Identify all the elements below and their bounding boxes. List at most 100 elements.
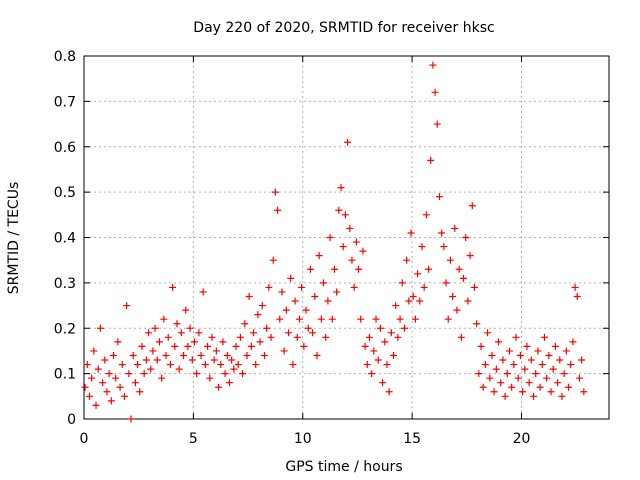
data-point [116,383,124,391]
data-point [363,361,371,369]
data-point [304,324,312,332]
data-point [254,311,262,319]
data-point [145,329,153,337]
data-point [269,256,277,264]
data-point [418,243,426,251]
data-point [134,361,142,369]
data-point [390,351,398,359]
data-point [287,274,295,282]
y-tick-label: 0.8 [54,49,76,65]
data-point [125,370,133,378]
data-point [182,306,190,314]
data-point [372,315,380,323]
data-point [398,279,406,287]
data-point [449,292,457,300]
data-point [357,315,365,323]
data-point [236,333,244,341]
data-point [289,361,297,369]
data-point [309,329,317,337]
data-point [462,234,470,241]
data-point [420,283,428,291]
data-point [501,392,509,400]
data-point [123,302,131,310]
data-point [387,329,395,337]
data-point [540,333,548,341]
data-point [306,265,314,273]
data-point [293,333,301,341]
data-point [381,338,389,346]
data-point [497,379,505,387]
data-point [118,361,126,369]
data-point [429,61,437,69]
data-point [416,297,424,305]
data-point [486,374,494,382]
data-point [549,365,557,373]
data-point [567,361,575,369]
data-point [295,315,303,323]
data-point [545,351,553,359]
data-point [101,356,109,364]
data-point [446,256,454,264]
data-point [92,401,100,409]
data-point [440,243,448,251]
data-point [206,374,214,382]
data-point [153,356,161,364]
data-point [149,347,157,355]
data-point [499,356,507,364]
x-tick-label: 10 [294,431,312,447]
data-point [510,361,518,369]
data-point [320,279,328,287]
data-point [114,338,122,346]
data-point [484,329,492,337]
data-point [460,274,468,282]
data-point [83,361,91,369]
data-point [575,374,583,382]
data-point [431,88,439,96]
data-point [195,329,203,337]
data-point [147,365,155,373]
data-point [232,342,240,350]
data-point [278,288,286,296]
data-point [313,351,321,359]
data-point [330,265,338,273]
data-point [276,315,284,323]
y-tick-label: 0.4 [54,231,76,247]
data-point [339,243,347,251]
data-point [250,329,258,337]
data-point [99,379,107,387]
data-point [162,351,170,359]
data-point [215,383,223,391]
data-point [547,388,555,396]
data-point [136,388,144,396]
data-point [285,329,293,337]
data-point [350,283,358,291]
data-point [186,324,194,332]
data-point [140,370,148,378]
data-point [317,315,325,323]
data-point [335,206,343,214]
data-point [138,342,146,350]
data-point [495,338,503,346]
data-point [142,356,150,364]
data-point [508,383,516,391]
data-point [516,351,524,359]
data-point [155,338,163,346]
x-tick-label: 15 [403,431,421,447]
data-point [352,238,360,246]
y-tick-label: 0.5 [54,185,76,201]
data-point [457,333,465,341]
data-point [536,383,544,391]
data-point [129,351,137,359]
data-point [210,356,218,364]
data-point [131,379,139,387]
data-point [188,356,196,364]
data-point [239,370,247,378]
y-tick-label: 0.1 [54,367,76,383]
data-point [110,351,118,359]
data-point [479,383,487,391]
data-point [534,347,542,355]
data-points [81,61,588,423]
data-point [490,388,498,396]
data-point [492,365,500,373]
